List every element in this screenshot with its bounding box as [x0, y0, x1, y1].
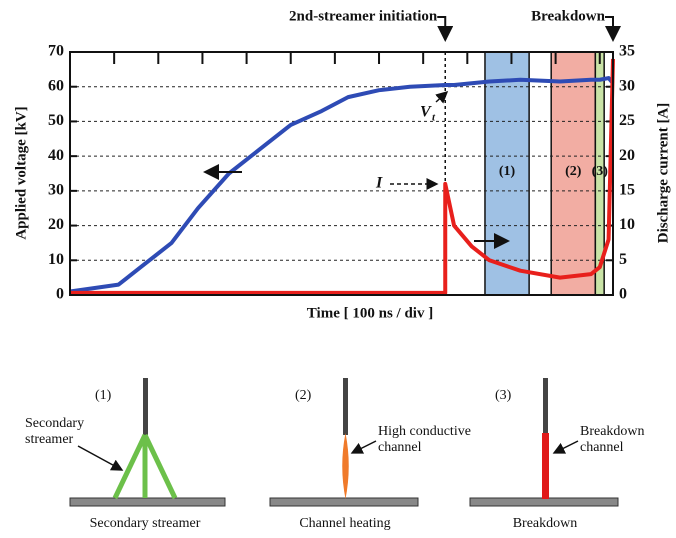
y-tick-label: 30: [48, 182, 64, 199]
y-tick-label: 20: [48, 216, 64, 233]
electrode: [343, 378, 348, 435]
channel: [342, 433, 349, 499]
arrow: [552, 440, 579, 454]
y2-tick-label: 10: [619, 216, 635, 233]
region: [550, 51, 597, 296]
diagram: [69, 378, 619, 507]
panel-number: (2): [295, 388, 312, 403]
y-tick-label: 10: [48, 251, 64, 268]
y2-tick-label: 15: [619, 182, 635, 199]
series-line: [70, 58, 615, 295]
arrow: [77, 445, 124, 471]
y2-tick-label: 0: [619, 286, 627, 303]
annotation: 2nd-streamer initiation: [289, 8, 438, 24]
series-line: [69, 76, 615, 294]
channel: [542, 433, 549, 499]
plate: [69, 497, 226, 507]
y-tick-label: 60: [48, 77, 64, 94]
plate: [469, 497, 619, 507]
callout: channel: [378, 440, 422, 455]
y-tick-label: 40: [48, 147, 64, 164]
voltage-label-sub: t: [432, 112, 436, 124]
electrode: [543, 378, 548, 435]
region-label: (3): [592, 164, 609, 179]
panel-number: (3): [495, 388, 512, 403]
arrow: [435, 90, 449, 104]
y-tick-label: 50: [48, 112, 64, 129]
current-label: I: [375, 175, 383, 192]
region-label: (1): [499, 164, 516, 179]
arrow: [350, 440, 377, 454]
y-tick-label: 0: [56, 286, 64, 303]
voltage-label: V: [420, 104, 432, 121]
plot-frame: [69, 51, 614, 296]
caption: Secondary streamer: [90, 516, 201, 531]
y2-axis-title: Discharge current [A]: [655, 103, 671, 244]
y-axis-title: Applied voltage [kV]: [13, 106, 29, 239]
annotation-arrow: [437, 16, 454, 42]
callout: High conductive: [378, 424, 471, 439]
callout: channel: [580, 440, 624, 455]
annotation: Breakdown: [531, 8, 606, 24]
annotation-arrow: [605, 16, 621, 42]
caption: Channel heating: [299, 516, 390, 531]
y2-tick-label: 25: [619, 112, 635, 129]
callout: streamer: [25, 432, 74, 447]
caption: Breakdown: [513, 516, 578, 531]
secondary-streamer: [112, 433, 178, 500]
callout: Secondary: [25, 416, 84, 431]
y-tick-label: 70: [48, 43, 64, 60]
plate: [269, 497, 419, 507]
x-axis-title: Time [ 100 ns / div ]: [307, 305, 433, 321]
region-label: (2): [565, 164, 582, 179]
y2-tick-label: 35: [619, 43, 635, 60]
y2-tick-label: 20: [619, 147, 635, 164]
y2-tick-label: 5: [619, 251, 627, 268]
chart: (1) (2) (3) 0 10 20 30 40 50 60 70 0 5 10 15 20 25 30 35 2n…: [48, 8, 635, 302]
y2-tick-label: 30: [619, 77, 635, 94]
electrode: [143, 378, 148, 435]
region: [484, 51, 530, 296]
panel-number: (1): [95, 388, 112, 403]
callout: Breakdown: [580, 424, 645, 439]
